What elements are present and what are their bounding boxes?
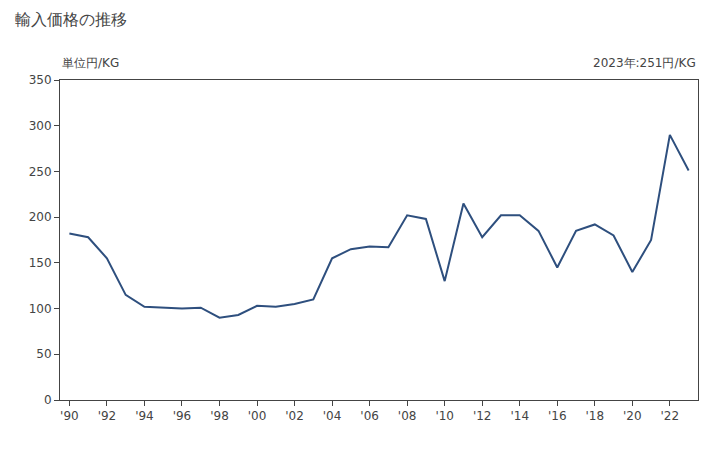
svg-text:2023年:251円/KG: 2023年:251円/KG <box>593 56 696 70</box>
svg-text:350: 350 <box>29 73 52 87</box>
svg-text:'12: '12 <box>473 409 492 423</box>
svg-text:100: 100 <box>29 302 52 316</box>
svg-text:'10: '10 <box>435 409 454 423</box>
svg-text:'08: '08 <box>398 409 417 423</box>
svg-text:'20: '20 <box>623 409 642 423</box>
svg-text:0: 0 <box>44 393 52 407</box>
svg-text:'22: '22 <box>661 409 680 423</box>
svg-text:'98: '98 <box>210 409 229 423</box>
svg-text:'92: '92 <box>98 409 117 423</box>
svg-text:200: 200 <box>29 210 52 224</box>
svg-text:150: 150 <box>29 256 52 270</box>
svg-text:50: 50 <box>36 347 51 361</box>
svg-text:250: 250 <box>29 165 52 179</box>
svg-text:'06: '06 <box>360 409 379 423</box>
svg-text:'00: '00 <box>248 409 267 423</box>
svg-text:'18: '18 <box>586 409 605 423</box>
svg-text:'94: '94 <box>135 409 154 423</box>
svg-text:'02: '02 <box>285 409 304 423</box>
svg-text:'90: '90 <box>60 409 79 423</box>
svg-text:'16: '16 <box>548 409 567 423</box>
svg-text:'96: '96 <box>173 409 192 423</box>
svg-text:'04: '04 <box>323 409 342 423</box>
svg-text:輸入価格の推移: 輸入価格の推移 <box>15 10 127 29</box>
svg-text:'14: '14 <box>510 409 529 423</box>
svg-text:単位円/KG: 単位円/KG <box>62 56 119 70</box>
svg-text:300: 300 <box>29 119 52 133</box>
